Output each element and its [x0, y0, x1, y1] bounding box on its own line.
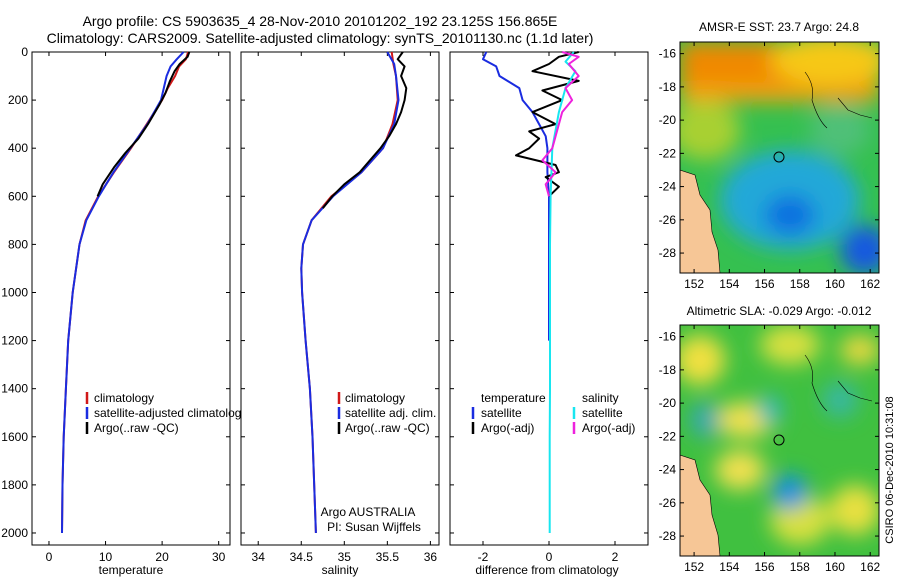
map-x-tick-label: 154 — [719, 560, 739, 574]
temperature-legend: climatology satellite-adjusted climatolo… — [85, 391, 247, 435]
sla-profile-marker — [773, 434, 785, 446]
figure-title-line-1: Argo profile: CS 5903635_4 28-Nov-2010 2… — [82, 13, 558, 29]
legend-label-argo: Argo(..raw -QC) — [345, 421, 430, 435]
sla-map-panel: Altimetric SLA: -0.029 Argo: -0.012 — [659, 304, 881, 574]
temperature-panel: 0 10 20 30 0 200 400 600 800 1000 1200 1400 1600 1800… — [1, 45, 247, 577]
argo-note-line-1: Argo AUSTRALIA — [321, 505, 416, 519]
map-y-tick-label: -22 — [659, 146, 677, 160]
temperature-axes-frame — [31, 51, 231, 546]
series-line-temperature-argo-adj — [515, 51, 580, 198]
x-tick-label: 0 — [546, 550, 553, 564]
series-line-temperature-satellite — [482, 51, 550, 341]
legend-heading-temperature: temperature — [481, 391, 546, 405]
legend-label-sal-satellite: satellite — [582, 406, 623, 420]
difference-panel: -2 0 2 difference from climatology tempera… — [449, 51, 649, 577]
series-line-salinity-satellite — [548, 51, 577, 533]
y-tick-label: 800 — [8, 237, 28, 251]
salinity-legend: climatology satellite adj. clim. Argo(..… — [337, 391, 436, 435]
legend-label-satellite: satellite-adjusted climatology — [94, 406, 247, 420]
map-x-tick-label: 162 — [860, 277, 880, 291]
map-y-tick-label: -24 — [659, 180, 677, 194]
map-x-tick-label: 162 — [860, 560, 880, 574]
sla-map-title: Altimetric SLA: -0.029 Argo: -0.012 — [687, 304, 872, 318]
map-x-tick-label: 152 — [684, 277, 704, 291]
map-y-tick-label: -28 — [659, 529, 677, 543]
x-tick-label: 34.5 — [290, 550, 314, 564]
salinity-xlabel: salinity — [322, 563, 359, 577]
x-tick-label: 10 — [99, 550, 113, 564]
difference-legend: temperature satellite Argo(-adj) salinit… — [471, 391, 635, 435]
map-y-tick-label: -24 — [659, 463, 677, 477]
map-y-tick-label: -18 — [659, 80, 677, 94]
salinity-panel: 34 34.5 35 35.5 36 salinity climatology sate… — [240, 51, 440, 577]
y-tick-label: 1400 — [1, 382, 28, 396]
x-tick-label: 35.5 — [376, 550, 400, 564]
legend-label-argo: Argo(..raw -QC) — [94, 421, 179, 435]
x-tick-label: 35 — [338, 550, 352, 564]
y-tick-label: 0 — [21, 45, 28, 59]
series-line-salinity-argo-adj — [541, 51, 580, 197]
x-tick-label: 34 — [252, 550, 266, 564]
map-y-tick-label: -16 — [659, 330, 677, 344]
sla-map-field — [680, 325, 879, 556]
legend-label-temp-satellite: satellite — [481, 406, 522, 420]
y-tick-label: 1200 — [1, 334, 28, 348]
temperature-xlabel: temperature — [99, 563, 164, 577]
series-line-argo-raw-qc — [96, 51, 191, 197]
x-tick-label: 0 — [46, 550, 53, 564]
map-x-tick-label: 154 — [719, 277, 739, 291]
legend-label-temp-argo: Argo(-adj) — [481, 421, 534, 435]
side-timestamp: CSIRO 06-Dec-2010 10:31:08 — [884, 396, 896, 543]
x-tick-label: 20 — [155, 550, 169, 564]
y-tick-label: 200 — [8, 93, 28, 107]
map-x-tick-label: 158 — [790, 277, 810, 291]
y-tick-label: 400 — [8, 141, 28, 155]
map-y-tick-label: -18 — [659, 363, 677, 377]
map-x-tick-label: 160 — [825, 560, 845, 574]
argo-note-line-2: PI: Susan Wijffels — [327, 520, 421, 534]
series-line-satellite-adj-clim — [300, 51, 400, 534]
map-y-tick-label: -16 — [659, 47, 677, 61]
map-y-tick-label: -26 — [659, 213, 677, 227]
sst-map-title: AMSR-E SST: 23.7 Argo: 24.8 — [699, 20, 859, 34]
map-x-tick-label: 152 — [684, 560, 704, 574]
y-tick-label: 1000 — [1, 285, 28, 299]
y-tick-label: 600 — [8, 189, 28, 203]
sst-map-panel: AMSR-E SST: 23.7 Argo: 24.8 152 154 156 158… — [659, 20, 881, 291]
sst-profile-marker — [773, 151, 785, 163]
map-y-tick-label: -20 — [659, 396, 677, 410]
x-tick-label: -2 — [478, 550, 489, 564]
map-y-tick-label: -22 — [659, 429, 677, 443]
x-tick-label: 30 — [212, 550, 226, 564]
x-tick-label: 36 — [424, 550, 438, 564]
y-tick-label: 2000 — [1, 526, 28, 540]
legend-heading-salinity: salinity — [582, 391, 619, 405]
legend-label-climatology: climatology — [345, 391, 405, 405]
legend-label-climatology: climatology — [94, 391, 154, 405]
legend-label-satellite: satellite adj. clim. — [345, 406, 436, 420]
figure-title-line-2: Climatology: CARS2009. Satellite-adjuste… — [46, 30, 594, 46]
map-y-tick-label: -20 — [659, 113, 677, 127]
difference-xlabel: difference from climatology — [475, 563, 618, 577]
series-line-argo-raw-qc — [322, 51, 408, 209]
map-y-tick-label: -28 — [659, 246, 677, 260]
salinity-axes-frame — [240, 51, 440, 546]
legend-label-sal-argo: Argo(-adj) — [582, 421, 635, 435]
map-y-tick-label: -26 — [659, 496, 677, 510]
map-x-tick-label: 158 — [790, 560, 810, 574]
map-x-tick-label: 156 — [755, 560, 775, 574]
map-x-tick-label: 156 — [755, 277, 775, 291]
x-tick-label: 2 — [612, 550, 619, 564]
series-line-satellite-adjusted-climatology — [61, 51, 185, 534]
map-x-tick-label: 160 — [825, 277, 845, 291]
y-tick-label: 1600 — [1, 430, 28, 444]
sst-map-field — [680, 42, 879, 273]
y-tick-label: 1800 — [1, 478, 28, 492]
